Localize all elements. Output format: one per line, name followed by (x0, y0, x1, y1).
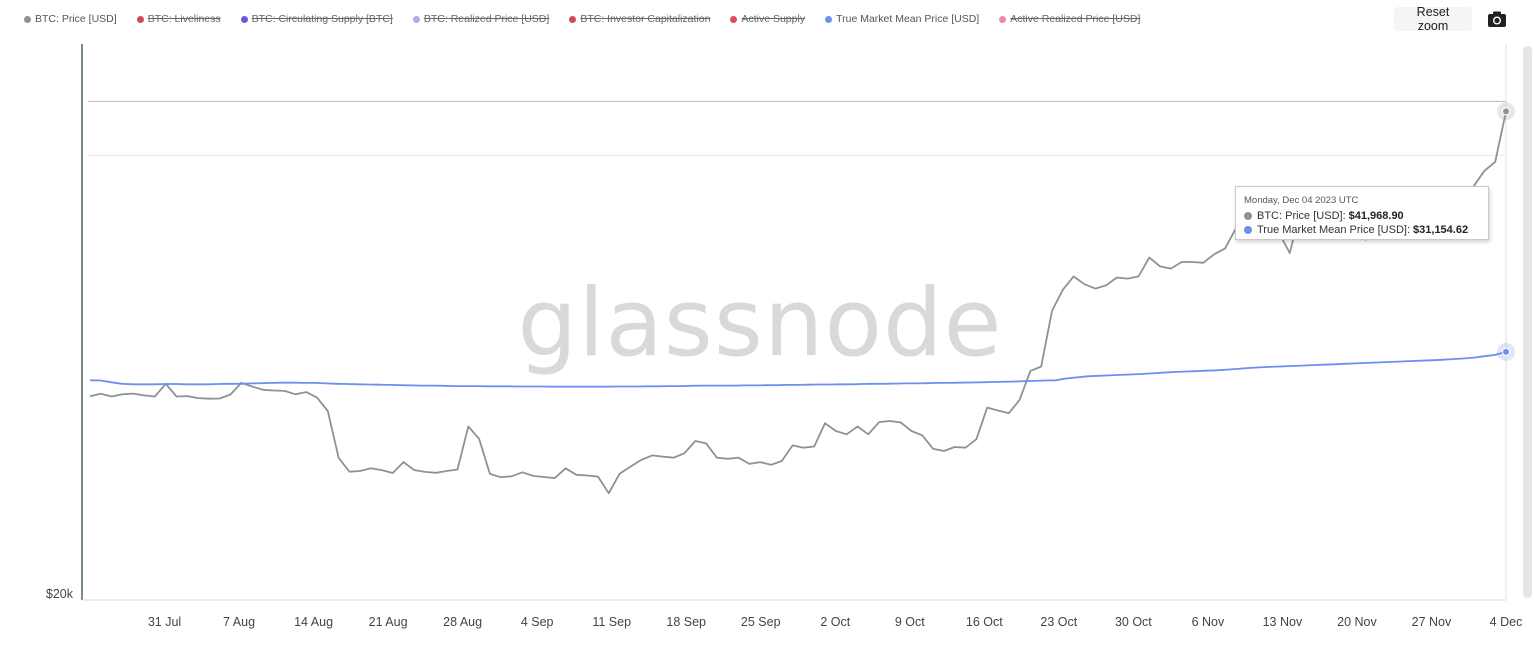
scrollbar-thumb[interactable] (1523, 46, 1532, 598)
legend-item[interactable]: BTC: Circulating Supply [BTC] (240, 13, 393, 25)
chart-tooltip: Monday, Dec 04 2023 UTC BTC: Price [USD]… (1235, 186, 1489, 240)
legend-label: BTC: Realized Price [USD] (423, 13, 550, 25)
x-tick-label: 31 Jul (148, 615, 181, 629)
tooltip-dot-icon (1244, 212, 1252, 220)
legend-item[interactable]: True Market Mean Price [USD] (825, 13, 979, 25)
x-tick-label: 25 Sep (741, 615, 781, 629)
legend-label: BTC: Liveliness (147, 13, 221, 25)
y-axis-ticks: $20k (46, 587, 74, 601)
x-tick-label: 14 Aug (294, 615, 333, 629)
legend-label: True Market Mean Price [USD] (836, 13, 980, 25)
x-tick-label: 30 Oct (1115, 615, 1152, 629)
tooltip-date: Monday, Dec 04 2023 UTC (1244, 195, 1359, 206)
x-tick-label: 28 Aug (443, 615, 482, 629)
legend-label: BTC: Price [USD] (35, 13, 117, 25)
x-tick-label: 23 Oct (1040, 615, 1077, 629)
hover-point (1502, 107, 1510, 116)
x-tick-label: 9 Oct (895, 615, 925, 629)
glassnode-watermark: glassnode (518, 269, 1003, 378)
legend-dot-icon (825, 15, 833, 23)
y-tick-label: $20k (46, 587, 74, 601)
x-tick-label: 2 Oct (820, 615, 850, 629)
tooltip-value: $31,154.62 (1413, 224, 1469, 236)
chart-axes (81, 44, 1507, 601)
x-tick-label: 4 Sep (521, 615, 554, 629)
hover-markers (1497, 102, 1515, 361)
legend-dot-icon (569, 15, 577, 23)
legend-item[interactable]: BTC: Price [USD] (24, 13, 117, 25)
legend-label: Active Realized Price [USD] (1010, 13, 1141, 25)
tooltip-row: BTC: Price [USD]: $41,968.90 (1244, 209, 1488, 223)
x-tick-label: 13 Nov (1263, 615, 1303, 629)
tooltip-dot-icon (1244, 226, 1252, 234)
hover-point (1502, 347, 1510, 356)
legend-item[interactable]: Active Realized Price [USD] (999, 13, 1140, 25)
x-axis-ticks: 31 Jul 7 Aug 14 Aug 21 Aug 28 Aug 4 Sep 11 Sep… (148, 615, 1522, 629)
x-tick-label: 21 Aug (369, 615, 408, 629)
x-tick-label: 16 Oct (966, 615, 1003, 629)
grid-lines (88, 100, 1506, 156)
tooltip-value: $41,968.90 (1348, 210, 1404, 222)
legend-label: BTC: Circulating Supply [BTC] (251, 13, 393, 25)
x-tick-label: 27 Nov (1412, 615, 1452, 629)
series-line-true-market-mean (89, 351, 1507, 388)
x-tick-label: 18 Sep (666, 615, 706, 629)
x-tick-label: 20 Nov (1337, 615, 1377, 629)
chart-legend: BTC: Price [USD] BTC: Liveliness BTC: Circ… (24, 11, 1160, 27)
legend-dot-icon (999, 15, 1007, 23)
legend-item[interactable]: BTC: Realized Price [USD] (412, 13, 550, 25)
x-tick-label: 6 Nov (1192, 615, 1225, 629)
legend-dot-icon (412, 15, 420, 23)
legend-item[interactable]: BTC: Investor Capitalization (569, 13, 710, 25)
legend-dot-icon (240, 15, 248, 23)
camera-icon[interactable] (1487, 10, 1507, 28)
legend-dot-icon (136, 15, 144, 23)
legend-item[interactable]: BTC: Liveliness (136, 13, 221, 25)
reset-zoom-button[interactable]: Reset zoom (1394, 5, 1472, 33)
legend-label: BTC: Investor Capitalization (580, 13, 711, 25)
x-tick-label: 4 Dec (1490, 615, 1523, 629)
legend-item[interactable]: Active Supply (730, 13, 805, 25)
legend-dot-icon (24, 15, 31, 23)
tooltip-label: BTC: Price [USD]: (1257, 210, 1346, 222)
tooltip-label: True Market Mean Price [USD]: (1257, 224, 1411, 236)
x-tick-label: 11 Sep (592, 615, 631, 629)
legend-dot-icon (730, 15, 738, 23)
tooltip-row: True Market Mean Price [USD]: $31,154.62 (1244, 223, 1488, 237)
x-tick-label: 7 Aug (223, 615, 255, 629)
legend-label: Active Supply (741, 13, 806, 25)
